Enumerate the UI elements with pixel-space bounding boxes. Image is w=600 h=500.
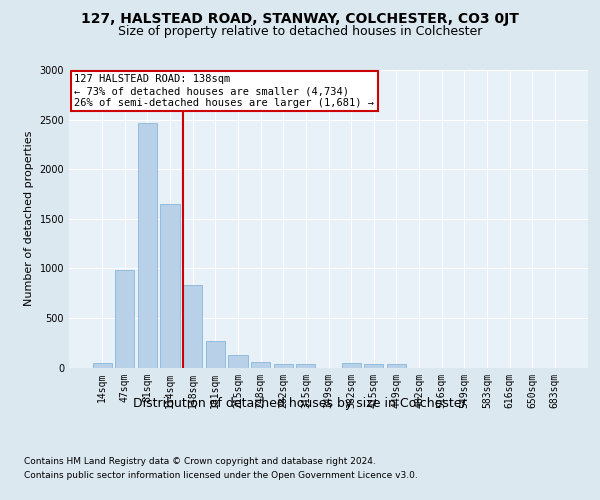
Text: 127 HALSTEAD ROAD: 138sqm
← 73% of detached houses are smaller (4,734)
26% of se: 127 HALSTEAD ROAD: 138sqm ← 73% of detac…: [74, 74, 374, 108]
Text: Contains HM Land Registry data © Crown copyright and database right 2024.: Contains HM Land Registry data © Crown c…: [24, 458, 376, 466]
Bar: [160, 204, 180, 368]
Bar: [387, 364, 406, 368]
Text: Size of property relative to detached houses in Colchester: Size of property relative to detached ho…: [118, 25, 482, 38]
Text: Distribution of detached houses by size in Colchester: Distribution of detached houses by size …: [133, 398, 467, 410]
Text: 127, HALSTEAD ROAD, STANWAY, COLCHESTER, CO3 0JT: 127, HALSTEAD ROAD, STANWAY, COLCHESTER,…: [81, 12, 519, 26]
Y-axis label: Number of detached properties: Number of detached properties: [24, 131, 34, 306]
Bar: [92, 362, 112, 368]
Text: Contains public sector information licensed under the Open Government Licence v3: Contains public sector information licen…: [24, 471, 418, 480]
Bar: [274, 364, 293, 368]
Bar: [115, 270, 134, 368]
Bar: [341, 363, 361, 368]
Bar: [229, 354, 248, 368]
Bar: [206, 341, 225, 367]
Bar: [183, 285, 202, 368]
Bar: [296, 364, 316, 368]
Bar: [138, 122, 157, 368]
Bar: [364, 364, 383, 368]
Bar: [251, 362, 270, 368]
